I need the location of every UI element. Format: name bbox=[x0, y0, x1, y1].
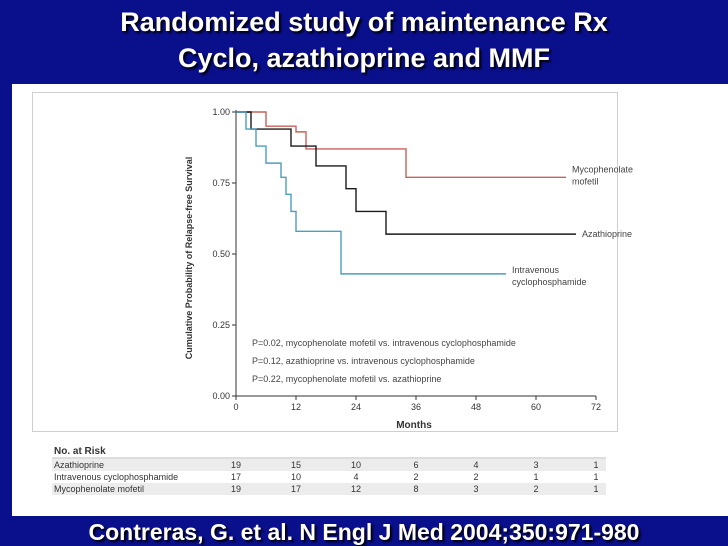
risk-table-cell: 19 bbox=[231, 484, 241, 494]
citation: Contreras, G. et al. N Engl J Med 2004;3… bbox=[88, 519, 640, 545]
risk-table-row-label: Intravenous cyclophosphamide bbox=[54, 472, 178, 482]
risk-table-row-label: Azathioprine bbox=[54, 460, 104, 470]
risk-table-cell: 4 bbox=[473, 460, 478, 470]
x-axis-label: Months bbox=[396, 420, 432, 431]
risk-table-cell: 6 bbox=[413, 460, 418, 470]
x-tick-label: 0 bbox=[233, 402, 238, 412]
kaplan-meier-chart: 0.000.250.500.751.000 12 24 36 48 60 72MonthsC… bbox=[52, 107, 633, 495]
series-label: Azathioprine bbox=[582, 229, 632, 239]
risk-table-row-bg bbox=[52, 459, 606, 471]
series-line-0 bbox=[236, 111, 566, 179]
risk-table-cell: 2 bbox=[533, 484, 538, 494]
series-label: Intravenous bbox=[512, 265, 560, 275]
risk-table-cell: 17 bbox=[231, 472, 241, 482]
risk-table-cell: 12 bbox=[351, 484, 361, 494]
y-axis-label: Cumulative Probability of Relapse-free S… bbox=[184, 157, 194, 360]
risk-table-cell: 2 bbox=[413, 472, 418, 482]
p-value-annotation: P=0.12, azathioprine vs. intravenous cyc… bbox=[252, 356, 475, 366]
y-tick-label: 0.00 bbox=[212, 391, 230, 401]
series-label: Mycophenolate bbox=[572, 164, 633, 174]
series-line-1 bbox=[236, 111, 576, 235]
x-tick-label: 12 bbox=[291, 402, 301, 412]
risk-table-row-label: Mycophenolate mofetil bbox=[54, 484, 144, 494]
risk-table-cell: 19 bbox=[231, 460, 241, 470]
risk-table-cell: 10 bbox=[291, 472, 301, 482]
risk-table-header: No. at Risk bbox=[54, 446, 106, 457]
x-tick-label: 48 bbox=[471, 402, 481, 412]
risk-table-cell: 1 bbox=[593, 472, 598, 482]
risk-table-cell: 10 bbox=[351, 460, 361, 470]
x-tick-label: 72 bbox=[591, 402, 601, 412]
y-tick-label: 0.75 bbox=[212, 178, 230, 188]
risk-table-cell: 3 bbox=[473, 484, 478, 494]
risk-table-cell: 1 bbox=[593, 484, 598, 494]
p-value-annotation: P=0.22, mycophenolate mofetil vs. azathi… bbox=[252, 374, 441, 384]
risk-table-cell: 15 bbox=[291, 460, 301, 470]
x-tick-label: 36 bbox=[411, 402, 421, 412]
y-tick-label: 0.50 bbox=[212, 249, 230, 259]
risk-table-cell: 4 bbox=[353, 472, 358, 482]
slide-title: Randomized study of maintenance Rx Cyclo… bbox=[0, 4, 728, 76]
slide-title-line-2: Cyclo, azathioprine and MMF bbox=[177, 43, 551, 73]
series-line-2 bbox=[236, 111, 506, 275]
p-value-annotation: P=0.02, mycophenolate mofetil vs. intrav… bbox=[252, 338, 516, 348]
y-tick-label: 1.00 bbox=[212, 107, 230, 117]
risk-table-cell: 8 bbox=[413, 484, 418, 494]
x-tick-label: 60 bbox=[531, 402, 541, 412]
risk-table-cell: 1 bbox=[593, 460, 598, 470]
y-tick-label: 0.25 bbox=[212, 320, 230, 330]
risk-table-cell: 3 bbox=[533, 460, 538, 470]
risk-table-cell: 1 bbox=[533, 472, 538, 482]
risk-table-cell: 2 bbox=[473, 472, 478, 482]
series-label: mofetil bbox=[572, 176, 599, 186]
risk-table-cell: 17 bbox=[291, 484, 301, 494]
figure-panel: 0.00 0.25 0.50 0.75 1.00 0 12 24 36 48 60 72 Months C… bbox=[12, 84, 728, 516]
x-tick-label: 24 bbox=[351, 402, 361, 412]
figure-frame bbox=[32, 92, 618, 432]
series-label: cyclophosphamide bbox=[512, 277, 587, 287]
risk-table-row-bg bbox=[52, 483, 606, 495]
slide-title-line-1: Randomized study of maintenance Rx bbox=[120, 7, 608, 37]
